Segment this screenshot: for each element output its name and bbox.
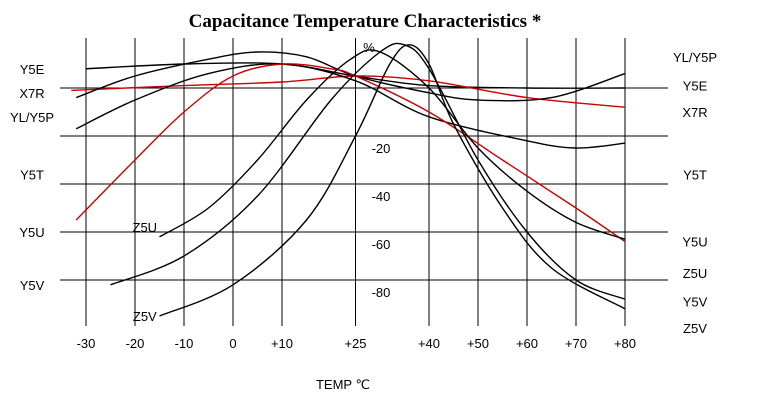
curves [71,42,626,317]
x-tick-label-5: +25 [344,336,366,351]
series-label-right-13: Z5U [683,266,708,281]
series-line-y5u-4 [75,63,626,243]
series-label-right-12: Y5U [682,235,707,250]
y-tick-labels: -20 -40 -60 -80 [372,141,391,300]
x-tick-label-9: +70 [565,336,587,351]
x-tick-label-8: +60 [516,336,538,351]
x-tick-label-0: -30 [77,336,96,351]
series-label-right-14: Y5V [683,295,708,310]
series-label-left-2: YL/Y5P [10,110,54,125]
y-tick-label-0: -20 [372,141,391,156]
series-label-left-5: Y5V [20,278,45,293]
series-label-left-4: Y5U [19,225,44,240]
series-line-y5t-3 [75,63,626,149]
chart-title: Capacitance Temperature Characteristics … [189,11,542,32]
x-tick-label-4: +10 [271,336,293,351]
series-label-right-11: Y5T [683,167,707,182]
series-line-z5v-7 [159,44,626,317]
x-tick-label-7: +50 [467,336,489,351]
y-axis-label: % [363,40,375,55]
series-labels: Y5E X7R YL/Y5P Y5T Y5U Y5V Z5U Z5V YL/Y5P Y5E X7R Y… [10,50,717,336]
series-label-right-10: X7R [682,105,707,120]
grid [60,38,668,326]
series-label-right-8: YL/Y5P [673,50,717,65]
y-tick-label-1: -40 [372,189,391,204]
x-tick-label-10: +80 [614,336,636,351]
x-tick-labels: -30 -20 -10 0 +10 +25 +40 +50 +60 +70 +80 [77,336,636,351]
series-label-left-1: X7R [19,86,44,101]
series-label-inner-7: Z5V [133,309,157,324]
series-label-inner-6: Z5U [133,220,158,235]
y-tick-label-3: -80 [372,285,391,300]
series-line-yl-y5p-2 [75,51,626,102]
series-label-left-0: Y5E [20,62,45,77]
series-line-y5v-6 [110,42,626,300]
x-tick-label-3: 0 [229,336,236,351]
series-label-right-9: Y5E [683,79,708,94]
x-tick-label-6: +40 [418,336,440,351]
series-label-left-3: Y5T [20,167,44,182]
x-tick-label-2: -10 [175,336,194,351]
series-label-right-15: Z5V [683,321,707,336]
x-tick-label-1: -20 [126,336,145,351]
x-axis-label: TEMP ℃ [316,377,370,392]
y-tick-label-2: -60 [372,237,391,252]
